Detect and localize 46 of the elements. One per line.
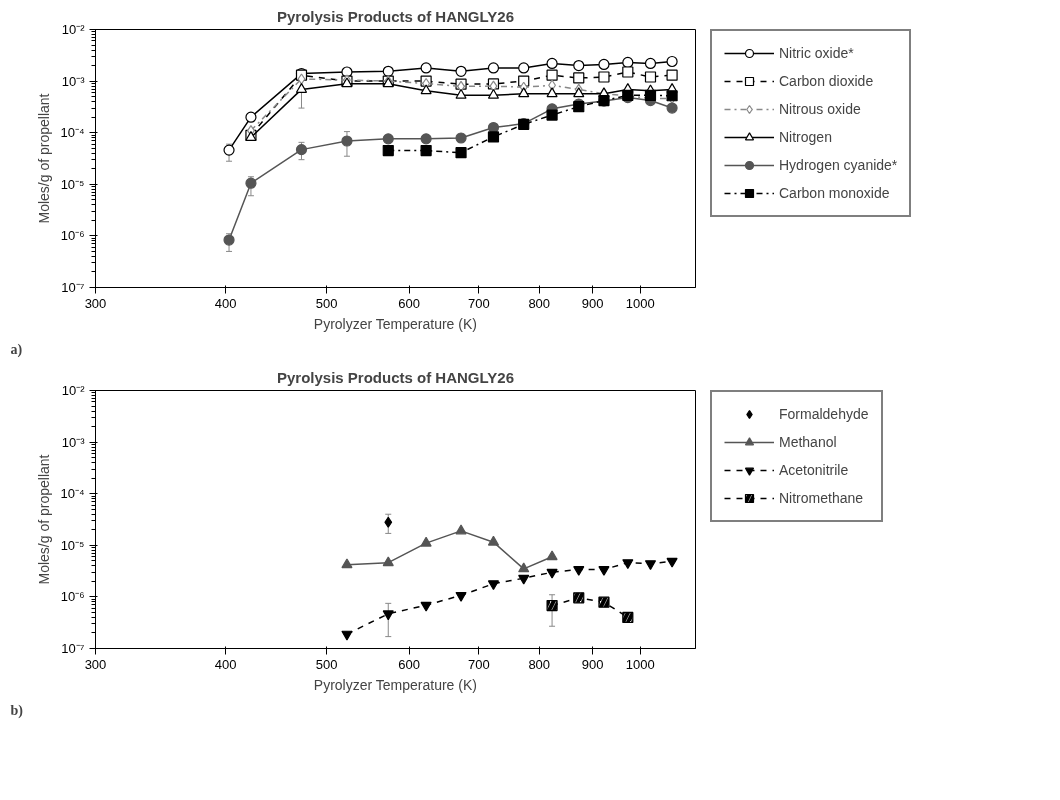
chart-title: Pyrolysis Products of HANGLY26 (276, 7, 515, 25)
y-tick-label: 10⁻² (61, 383, 86, 398)
y-tick-label: 10⁻⁵ (60, 537, 85, 553)
x-tick-label: 300 (84, 656, 107, 672)
y-tick-label: 10⁻³ (61, 73, 86, 89)
x-tick-label: 400 (214, 295, 237, 311)
legend-label: Nitrogen (779, 129, 832, 145)
text: a) (10, 341, 23, 358)
legend-label: Hydrogen cyanide* (779, 157, 898, 173)
chart-title: Pyrolysis Products of HANGLY26 (276, 368, 515, 386)
y-tick-label: 10⁻² (61, 22, 86, 37)
y-tick-label: 10⁻⁶ (60, 589, 85, 605)
x-tick-label: 600 (398, 295, 420, 311)
y-tick-label: 10⁻⁶ (60, 228, 85, 244)
y-tick-label: 10⁻⁷ (61, 641, 85, 656)
x-tick-label: 300 (84, 295, 107, 311)
x-tick-label: 600 (398, 656, 420, 672)
x-tick-label: 700 (467, 295, 490, 311)
legend-label: Nitric oxide* (779, 45, 854, 61)
y-axis-title: Moles/g of propellant (36, 93, 53, 224)
y-tick-label: 10⁻³ (61, 434, 86, 450)
legend-label: Formaldehyde (779, 406, 869, 422)
x-tick-label: 900 (581, 295, 604, 311)
legend-label: Nitrous oxide (779, 101, 861, 117)
y-tick-label: 10⁻⁴ (60, 486, 85, 502)
x-tick-label: 800 (528, 656, 551, 672)
x-axis-title: Pyrolyzer Temperature (K) (313, 676, 477, 693)
x-tick-label: 500 (315, 656, 338, 672)
legend-label: Methanol (779, 434, 837, 450)
y-axis-title: Moles/g of propellant (36, 454, 53, 585)
x-tick-label: 700 (467, 656, 490, 672)
y-tick-label: 10⁻⁵ (60, 176, 85, 192)
legend-label: Carbon dioxide (779, 73, 874, 89)
legend-label: Acetonitrile (779, 462, 849, 478)
text: b) (10, 702, 24, 719)
x-tick-label: 900 (581, 656, 604, 672)
x-axis-title: Pyrolyzer Temperature (K) (313, 315, 477, 332)
x-tick-label: 1000 (625, 656, 655, 672)
x-tick-label: 400 (214, 656, 237, 672)
x-tick-label: 1000 (625, 295, 655, 311)
legend-label: Carbon monoxide (779, 185, 890, 201)
x-tick-label: 800 (528, 295, 551, 311)
x-tick-label: 500 (315, 295, 338, 311)
y-tick-label: 10⁻⁷ (61, 280, 85, 295)
y-tick-label: 10⁻⁴ (60, 125, 85, 141)
legend-label: Nitromethane (779, 490, 864, 506)
